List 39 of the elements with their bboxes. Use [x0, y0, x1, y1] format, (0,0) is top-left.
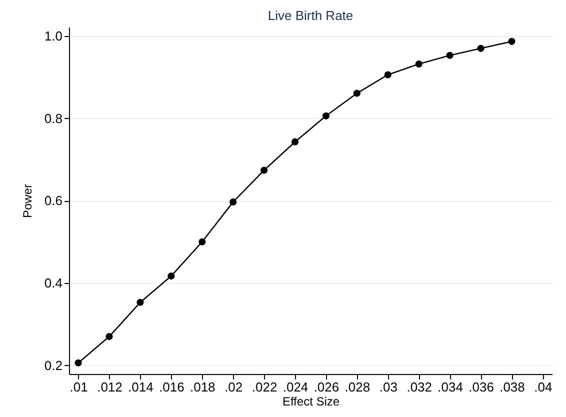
x-tick-label: .026	[314, 380, 340, 394]
x-tick-label: .04	[534, 380, 552, 394]
point	[198, 238, 206, 246]
y-tick-label: 0.6	[44, 193, 62, 208]
x-tick-label: .022	[252, 380, 278, 394]
x-tick-label: .016	[159, 380, 184, 394]
x-tick-label: .03	[379, 380, 398, 394]
x-tick-label: .032	[406, 380, 432, 394]
point	[353, 90, 360, 97]
point	[230, 198, 237, 206]
point	[415, 60, 422, 68]
point	[291, 138, 299, 146]
x-tick-label: .024	[282, 380, 308, 394]
x-tick-label: .01	[70, 380, 88, 394]
y-axis-title: Power	[20, 184, 34, 218]
point	[74, 359, 82, 366]
x-tick-label: .028	[344, 380, 370, 394]
point	[477, 44, 484, 52]
chart-title: Live Birth Rate	[268, 8, 354, 23]
point	[508, 38, 516, 45]
y-tick-label: 0.2	[44, 358, 62, 373]
x-tick-label: .012	[97, 380, 122, 394]
point	[136, 298, 144, 306]
x-tick-label: .036	[468, 380, 494, 394]
x-tick-label: .038	[500, 380, 525, 394]
y-tick-label: 1.0	[44, 28, 62, 44]
x-tick-label: .034	[438, 380, 463, 394]
x-tick-label: .018	[190, 380, 216, 394]
x-tick-label: .02	[224, 380, 243, 394]
point	[446, 52, 454, 59]
point	[384, 71, 392, 78]
point	[260, 166, 268, 174]
point	[168, 272, 175, 280]
point	[322, 112, 330, 120]
x-axis-title: Effect Size	[282, 394, 340, 408]
y-tick-label: 0.8	[44, 110, 62, 126]
x-tick-label: .014	[128, 380, 154, 394]
y-tick-label: 0.4	[44, 276, 62, 291]
point	[106, 333, 113, 340]
